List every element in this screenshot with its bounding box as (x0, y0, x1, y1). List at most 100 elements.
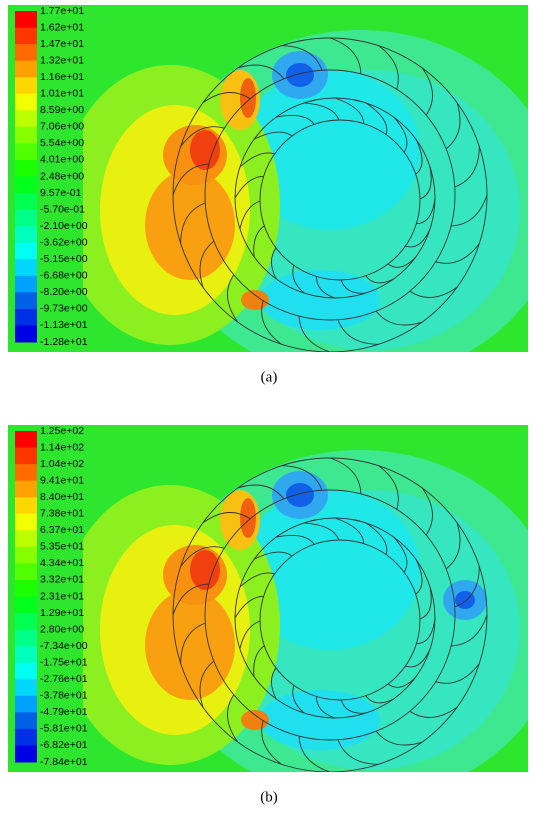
blade (337, 319, 379, 345)
blade (365, 275, 394, 284)
blade (340, 699, 366, 714)
colorbar-label: -8.20e+00 (40, 286, 88, 298)
blade (365, 695, 394, 704)
colorbar-swatch (15, 480, 37, 498)
contour (240, 78, 256, 118)
colorbar-swatch (15, 447, 37, 465)
colorbar-swatch (15, 464, 37, 482)
blade (415, 139, 423, 175)
colorbar-label: -3.78e+01 (40, 690, 88, 702)
blade (298, 316, 331, 352)
blade (271, 247, 277, 280)
blade (334, 97, 365, 124)
colorbar-label: 8.40e+01 (40, 491, 84, 503)
contour (260, 270, 380, 330)
blade (405, 228, 431, 248)
blade (315, 696, 336, 719)
blade (239, 152, 275, 168)
colorbar-swatch (15, 93, 37, 111)
blade (292, 685, 305, 714)
colorbar-label: 1.01e+01 (40, 88, 84, 100)
blade (202, 92, 251, 104)
blade (421, 67, 433, 116)
blade (281, 45, 323, 71)
blade (415, 559, 423, 595)
blade (451, 194, 488, 227)
contour (190, 550, 220, 590)
colorbar-label: -7.84e+01 (40, 756, 88, 768)
blade (239, 572, 275, 588)
colorbar-swatch (15, 579, 37, 597)
blade (365, 522, 388, 555)
colorbar-swatch (15, 325, 37, 343)
colorbar-label: 2.48e+00 (40, 170, 84, 182)
colorbar-swatch (15, 259, 37, 277)
blade (435, 663, 480, 684)
colorbar-swatch (15, 745, 37, 763)
colorbar-swatch (15, 530, 37, 548)
colorbar-label: 1.16e+01 (40, 71, 84, 83)
blade (416, 617, 436, 645)
colorbar-swatch (15, 275, 37, 293)
colorbar-swatch (15, 563, 37, 581)
blade (239, 620, 261, 650)
contour-plot (8, 5, 528, 352)
blade (445, 522, 461, 570)
blade (416, 197, 436, 225)
colorbar-label: 8.59e+00 (40, 104, 84, 116)
blade (253, 131, 293, 140)
blade (227, 274, 239, 323)
colorbar-swatch (15, 613, 37, 631)
blade (237, 484, 285, 500)
panel: 1.77e+01 1.62e+01 1.47e+01 1.32e+01 1.16e+01… (8, 5, 528, 385)
blade (435, 243, 480, 264)
colorbar-label: 2.80e+00 (40, 623, 84, 635)
blade (172, 583, 209, 616)
colorbar-swatch (15, 226, 37, 244)
blade (340, 279, 366, 294)
colorbar-swatch (15, 596, 37, 614)
blade (329, 37, 362, 74)
colorbar-swatch (15, 497, 37, 515)
colorbar-swatch (15, 662, 37, 680)
colorbar-label: -2.10e+00 (40, 220, 88, 232)
blade (227, 694, 239, 743)
colorbar-swatch (15, 193, 37, 211)
blade (337, 739, 379, 765)
blade (421, 487, 433, 536)
blade (375, 730, 423, 746)
contour (145, 590, 235, 700)
colorbar-swatch (15, 143, 37, 161)
colorbar-swatch (15, 513, 37, 531)
blade (239, 200, 261, 230)
blade (234, 595, 264, 619)
colorbar-label: -2.76e+01 (40, 673, 88, 685)
blade (378, 45, 399, 90)
colorbar-label: 2.31e+01 (40, 590, 84, 602)
blade (298, 736, 331, 772)
blade (172, 163, 209, 196)
colorbar-swatch (15, 646, 37, 664)
blade (234, 175, 264, 199)
colorbar-label: 1.04e+02 (40, 458, 84, 470)
colorbar-label: 4.34e+01 (40, 557, 84, 569)
contour (260, 690, 380, 750)
colorbar-swatch (15, 679, 37, 697)
contour (190, 130, 220, 170)
blade (365, 102, 388, 135)
blade (253, 551, 293, 560)
blade (454, 566, 480, 608)
blade (378, 465, 399, 510)
colorbar-label: -5.15e+00 (40, 253, 88, 265)
contour-plot (8, 425, 528, 772)
blade (387, 256, 417, 268)
colorbar-swatch (15, 292, 37, 310)
rotor-middle (204, 489, 456, 741)
blade (315, 276, 336, 299)
colorbar-label: 1.25e+02 (40, 425, 84, 437)
colorbar-swatch (15, 77, 37, 95)
blade (393, 116, 408, 153)
panel: 1.25e+02 1.14e+02 1.04e+02 9.41e+01 8.40e+01… (8, 425, 528, 805)
colorbar-swatch (15, 110, 37, 128)
colorbar-swatch (15, 712, 37, 730)
